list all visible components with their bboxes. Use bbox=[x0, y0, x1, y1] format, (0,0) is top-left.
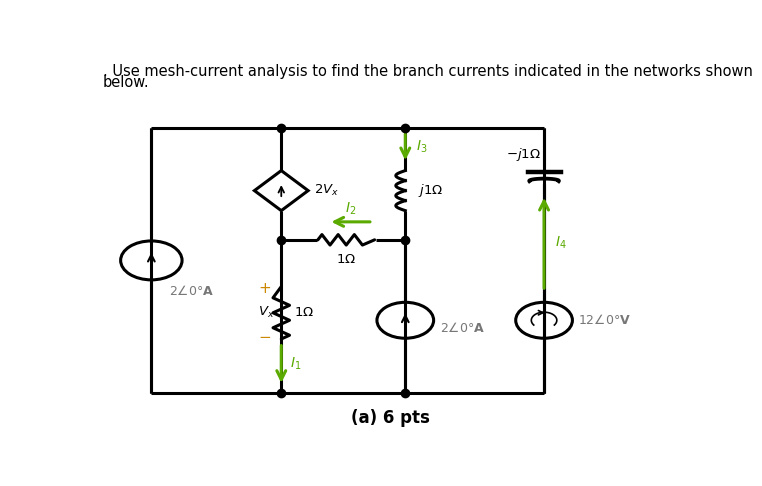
Text: $j1\Omega$: $j1\Omega$ bbox=[418, 182, 443, 199]
Text: −: − bbox=[258, 330, 271, 345]
Text: . Use mesh-current analysis to find the branch currents indicated in the network: . Use mesh-current analysis to find the … bbox=[103, 64, 753, 79]
Text: (a) 6 pts: (a) 6 pts bbox=[351, 409, 430, 427]
Text: $I_1$: $I_1$ bbox=[290, 356, 302, 372]
Text: $-j1\Omega$: $-j1\Omega$ bbox=[506, 145, 541, 162]
Text: $V_x$: $V_x$ bbox=[258, 305, 274, 320]
Text: below.: below. bbox=[103, 75, 149, 90]
Text: $2\angle0°\mathbf{A}$: $2\angle0°\mathbf{A}$ bbox=[169, 284, 214, 297]
Text: $I_3$: $I_3$ bbox=[416, 139, 427, 156]
Text: $2\angle0°\mathbf{A}$: $2\angle0°\mathbf{A}$ bbox=[440, 321, 485, 335]
Text: $I_2$: $I_2$ bbox=[345, 201, 357, 217]
Text: $I_4$: $I_4$ bbox=[555, 235, 566, 251]
Text: $2V_x$: $2V_x$ bbox=[314, 183, 339, 198]
Text: +: + bbox=[258, 281, 271, 296]
Text: $1\Omega$: $1\Omega$ bbox=[294, 306, 314, 319]
Text: $1\Omega$: $1\Omega$ bbox=[336, 253, 357, 266]
Text: $12\angle0°\mathbf{V}$: $12\angle0°\mathbf{V}$ bbox=[578, 313, 631, 327]
